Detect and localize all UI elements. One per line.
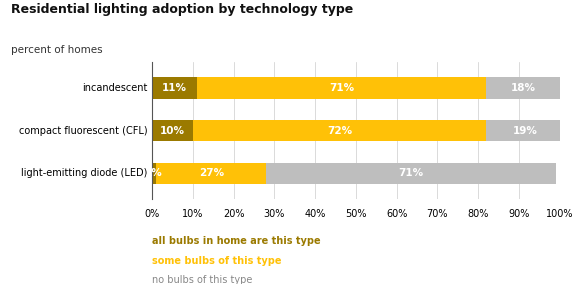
Text: all bulbs in home are this type: all bulbs in home are this type bbox=[152, 236, 321, 246]
Bar bbox=[266, 162, 556, 184]
Text: 10%: 10% bbox=[160, 126, 185, 136]
Text: 19%: 19% bbox=[513, 126, 537, 136]
Text: some bulbs of this type: some bulbs of this type bbox=[152, 256, 282, 266]
Bar bbox=[486, 77, 560, 99]
Text: 1%: 1% bbox=[145, 168, 163, 178]
Bar bbox=[486, 120, 564, 141]
Text: 11%: 11% bbox=[162, 83, 187, 93]
Bar bbox=[193, 120, 486, 141]
Text: 18%: 18% bbox=[510, 83, 536, 93]
Bar bbox=[156, 162, 266, 184]
Text: Residential lighting adoption by technology type: Residential lighting adoption by technol… bbox=[11, 3, 354, 16]
Bar bbox=[152, 120, 193, 141]
Text: 71%: 71% bbox=[329, 83, 354, 93]
Text: no bulbs of this type: no bulbs of this type bbox=[152, 275, 253, 284]
Text: 27%: 27% bbox=[199, 168, 224, 178]
Bar bbox=[197, 77, 486, 99]
Text: percent of homes: percent of homes bbox=[11, 45, 103, 55]
Text: 71%: 71% bbox=[398, 168, 424, 178]
Text: 72%: 72% bbox=[327, 126, 352, 136]
Bar bbox=[152, 162, 156, 184]
Bar bbox=[152, 77, 197, 99]
